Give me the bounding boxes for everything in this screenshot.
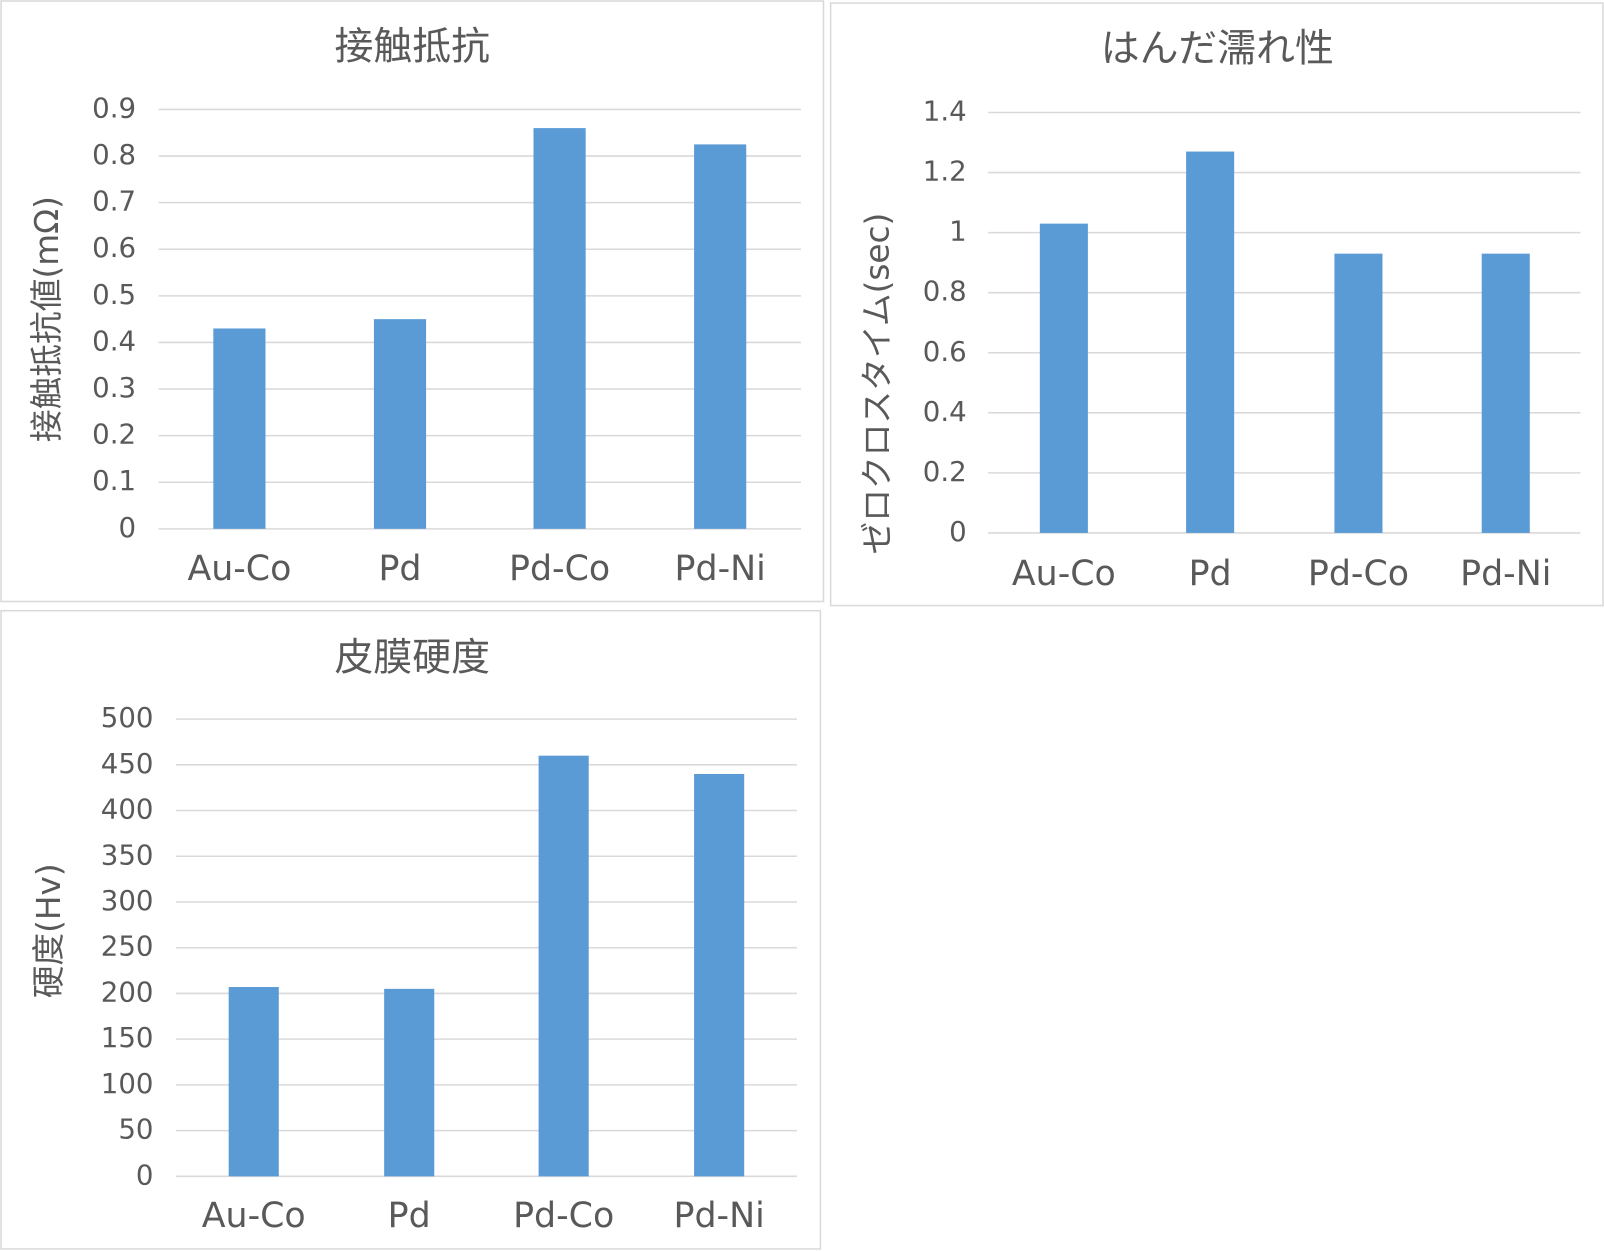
- y-tick-label: 150: [101, 1021, 154, 1054]
- x-tick-label: Au-Co: [1012, 554, 1116, 594]
- x-tick-label: Pd-Ni: [675, 549, 766, 589]
- y-tick-label: 400: [101, 793, 154, 826]
- y-tick-label: 0.3: [92, 371, 136, 404]
- bar: [1334, 253, 1383, 533]
- x-tick-label: Pd-Ni: [674, 1196, 765, 1236]
- y-tick-label: 0: [119, 511, 137, 544]
- y-tick-label: 250: [101, 930, 154, 963]
- y-tick-label: 450: [101, 747, 154, 780]
- y-tick-label: 0.2: [92, 418, 136, 451]
- bar: [538, 755, 589, 1177]
- y-tick-label: 0.8: [92, 138, 136, 171]
- y-tick-label: 0.1: [92, 464, 136, 497]
- y-tick-label: 50: [118, 1113, 153, 1146]
- bar: [1186, 151, 1235, 533]
- chart-title: はんだ濡れ性: [1101, 27, 1334, 72]
- y-tick-label: 0: [949, 515, 967, 548]
- y-tick-label: 1: [949, 215, 967, 248]
- y-tick-label: 0.5: [92, 278, 136, 311]
- x-tick-label: Pd-Co: [513, 1196, 614, 1236]
- y-tick-label: 0.9: [92, 91, 136, 124]
- bar: [1039, 223, 1088, 533]
- y-tick-label: 0.2: [923, 455, 967, 488]
- y-axis-label: 接触抵抗値(mΩ): [28, 196, 66, 442]
- y-tick-label: 350: [101, 838, 154, 871]
- x-tick-label: Pd-Ni: [1460, 554, 1551, 594]
- y-tick-label: 300: [101, 884, 154, 917]
- y-axis-label: ゼロクロスタイム(sec): [859, 213, 897, 555]
- y-tick-label: 0.4: [923, 395, 967, 428]
- y-tick-label: 0.6: [923, 335, 967, 368]
- bar: [533, 128, 586, 529]
- bar: [1481, 253, 1530, 533]
- x-tick-label: Pd: [388, 1196, 431, 1236]
- y-tick-label: 0.6: [92, 231, 136, 264]
- y-tick-label: 0: [136, 1158, 154, 1191]
- bar: [694, 773, 745, 1177]
- x-tick-label: Pd-Co: [509, 549, 610, 589]
- y-tick-label: 500: [101, 701, 154, 734]
- x-tick-label: Au-Co: [202, 1196, 306, 1236]
- chart-title: 皮膜硬度: [335, 635, 490, 680]
- y-tick-label: 1.2: [923, 155, 967, 188]
- y-axis-label: 硬度(Hv): [30, 863, 68, 998]
- y-tick-label: 0.7: [92, 185, 136, 218]
- bar: [213, 328, 266, 529]
- bar: [694, 144, 747, 529]
- bar: [373, 319, 427, 529]
- x-tick-label: Au-Co: [187, 549, 291, 589]
- chart-title: 接触抵抗: [335, 25, 490, 70]
- bar: [384, 988, 435, 1177]
- x-tick-label: Pd: [1189, 554, 1232, 594]
- y-tick-label: 0.8: [923, 275, 967, 308]
- y-tick-label: 0.4: [92, 324, 136, 357]
- y-tick-label: 1.4: [923, 95, 967, 128]
- x-tick-label: Pd-Co: [1308, 554, 1409, 594]
- y-tick-label: 200: [101, 975, 154, 1008]
- y-tick-label: 100: [101, 1067, 154, 1100]
- bar: [228, 987, 279, 1177]
- x-tick-label: Pd: [378, 549, 421, 589]
